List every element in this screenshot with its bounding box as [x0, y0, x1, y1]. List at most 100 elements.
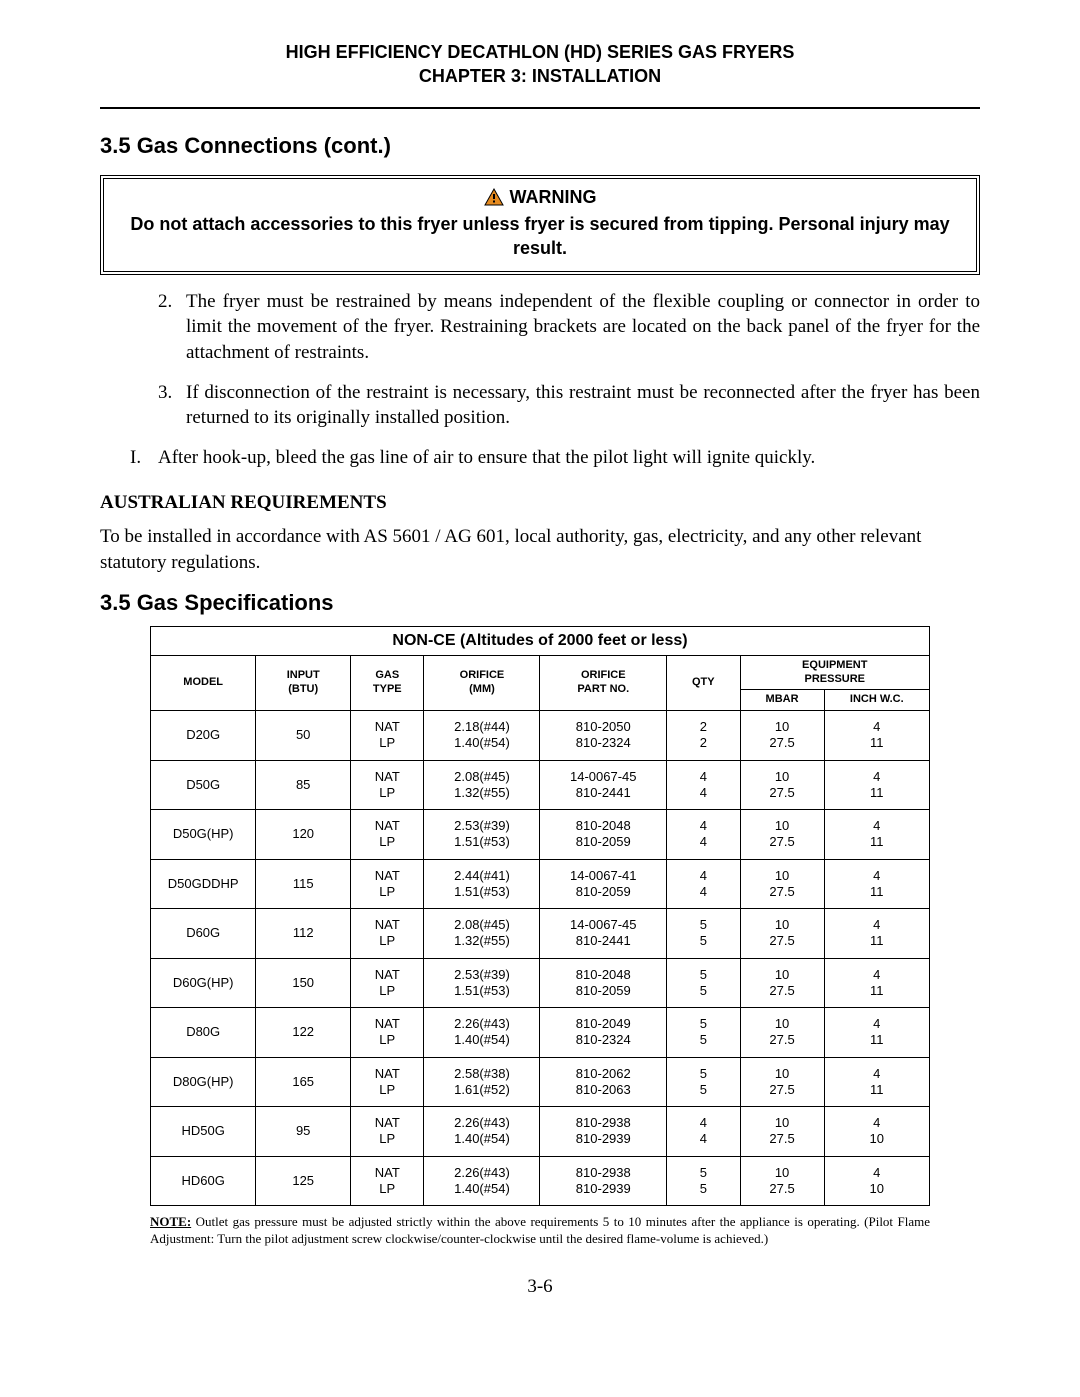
col-input: INPUT (BTU): [256, 655, 351, 710]
table-cell: NAT LP: [351, 810, 424, 860]
table-cell: 50: [256, 711, 351, 761]
warning-text: Do not attach accessories to this fryer …: [116, 212, 964, 261]
table-cell: 4 11: [824, 711, 929, 761]
table-cell: NAT LP: [351, 958, 424, 1008]
warning-icon: [484, 188, 504, 206]
col-inchwc: INCH W.C.: [824, 690, 929, 711]
table-cell: D60G: [151, 909, 256, 959]
table-row: D50G85NAT LP2.08(#45) 1.32(#55)14-0067-4…: [151, 760, 930, 810]
table-cell: 4 11: [824, 1057, 929, 1107]
table-cell: 115: [256, 859, 351, 909]
table-cell: 10 27.5: [740, 810, 824, 860]
warning-label: WARNING: [510, 185, 597, 209]
table-cell: D50G(HP): [151, 810, 256, 860]
header-rule: [100, 107, 980, 109]
table-cell: 10 27.5: [740, 859, 824, 909]
table-cell: 4 10: [824, 1156, 929, 1206]
table-cell: 810-2938 810-2939: [540, 1156, 667, 1206]
list-number: 2.: [158, 289, 186, 366]
table-cell: 10 27.5: [740, 1107, 824, 1157]
table-title: NON-CE (Altitudes of 2000 feet or less): [151, 626, 930, 655]
table-cell: 10 27.5: [740, 1156, 824, 1206]
table-cell: 5 5: [667, 1008, 740, 1058]
table-cell: 10 27.5: [740, 1057, 824, 1107]
col-mbar: MBAR: [740, 690, 824, 711]
table-cell: 4 4: [667, 1107, 740, 1157]
spec-table: NON-CE (Altitudes of 2000 feet or less) …: [150, 626, 930, 1206]
table-cell: NAT LP: [351, 1057, 424, 1107]
table-cell: D60G(HP): [151, 958, 256, 1008]
spec-table-wrap: NON-CE (Altitudes of 2000 feet or less) …: [100, 626, 980, 1248]
warning-box: WARNING Do not attach accessories to thi…: [100, 175, 980, 275]
table-cell: 810-2048 810-2059: [540, 810, 667, 860]
table-cell: 810-2048 810-2059: [540, 958, 667, 1008]
list-number: 3.: [158, 380, 186, 431]
table-cell: 10 27.5: [740, 958, 824, 1008]
table-cell: 810-2062 810-2063: [540, 1057, 667, 1107]
table-cell: 2.53(#39) 1.51(#53): [424, 810, 540, 860]
table-cell: D50G: [151, 760, 256, 810]
table-cell: 2.26(#43) 1.40(#54): [424, 1107, 540, 1157]
section-title-gas-specifications: 3.5 Gas Specifications: [100, 590, 980, 616]
col-orifice-mm: ORIFICE (MM): [424, 655, 540, 710]
header-line-1: HIGH EFFICIENCY DECATHLON (HD) SERIES GA…: [100, 40, 980, 64]
table-cell: 85: [256, 760, 351, 810]
list-item-2: 2. The fryer must be restrained by means…: [158, 289, 980, 366]
table-cell: 4 4: [667, 810, 740, 860]
table-cell: 4 11: [824, 1008, 929, 1058]
table-row: D60G(HP)150NAT LP2.53(#39) 1.51(#53)810-…: [151, 958, 930, 1008]
table-cell: 4 10: [824, 1107, 929, 1157]
australian-paragraph: To be installed in accordance with AS 56…: [100, 524, 980, 575]
table-cell: 2.08(#45) 1.32(#55): [424, 760, 540, 810]
table-cell: 125: [256, 1156, 351, 1206]
table-cell: 5 5: [667, 1057, 740, 1107]
table-cell: NAT LP: [351, 859, 424, 909]
list-item-3: 3. If disconnection of the restraint is …: [158, 380, 980, 431]
table-cell: 4 4: [667, 760, 740, 810]
body-text: 2. The fryer must be restrained by means…: [100, 289, 980, 471]
page-number: 3-6: [100, 1276, 980, 1298]
table-cell: 2.26(#43) 1.40(#54): [424, 1008, 540, 1058]
table-cell: 4 4: [667, 859, 740, 909]
table-cell: NAT LP: [351, 711, 424, 761]
table-cell: NAT LP: [351, 760, 424, 810]
table-cell: 2.58(#38) 1.61(#52): [424, 1057, 540, 1107]
table-row: D20G50NAT LP2.18(#44) 1.40(#54)810-2050 …: [151, 711, 930, 761]
table-row: D50GDDHP115NAT LP2.44(#41) 1.51(#53)14-0…: [151, 859, 930, 909]
table-cell: NAT LP: [351, 1156, 424, 1206]
document-header: HIGH EFFICIENCY DECATHLON (HD) SERIES GA…: [100, 40, 980, 89]
table-cell: 810-2049 810-2324: [540, 1008, 667, 1058]
table-cell: 2.26(#43) 1.40(#54): [424, 1156, 540, 1206]
col-gastype: GAS TYPE: [351, 655, 424, 710]
table-cell: 2.08(#45) 1.32(#55): [424, 909, 540, 959]
table-cell: NAT LP: [351, 1008, 424, 1058]
table-cell: 95: [256, 1107, 351, 1157]
table-cell: D80G(HP): [151, 1057, 256, 1107]
table-cell: D50GDDHP: [151, 859, 256, 909]
table-row: D80G(HP)165NAT LP2.58(#38) 1.61(#52)810-…: [151, 1057, 930, 1107]
table-cell: NAT LP: [351, 909, 424, 959]
table-cell: 5 5: [667, 958, 740, 1008]
table-cell: 2.53(#39) 1.51(#53): [424, 958, 540, 1008]
list-text: If disconnection of the restraint is nec…: [186, 380, 980, 431]
page: HIGH EFFICIENCY DECATHLON (HD) SERIES GA…: [0, 0, 1080, 1397]
list-text: The fryer must be restrained by means in…: [186, 289, 980, 366]
table-cell: 10 27.5: [740, 760, 824, 810]
col-model: MODEL: [151, 655, 256, 710]
note-lead: NOTE:: [150, 1214, 191, 1229]
table-cell: 14-0067-45 810-2441: [540, 909, 667, 959]
header-line-2: CHAPTER 3: INSTALLATION: [100, 64, 980, 88]
list-text: After hook-up, bleed the gas line of air…: [158, 445, 815, 471]
col-orifice-part: ORIFICE PART NO.: [540, 655, 667, 710]
table-cell: 165: [256, 1057, 351, 1107]
table-cell: 14-0067-41 810-2059: [540, 859, 667, 909]
table-cell: 4 11: [824, 760, 929, 810]
table-row: D80G122NAT LP2.26(#43) 1.40(#54)810-2049…: [151, 1008, 930, 1058]
table-cell: 2.44(#41) 1.51(#53): [424, 859, 540, 909]
table-cell: 120: [256, 810, 351, 860]
table-cell: 112: [256, 909, 351, 959]
note-text: Outlet gas pressure must be adjusted str…: [150, 1214, 930, 1246]
table-cell: D20G: [151, 711, 256, 761]
col-qty: QTY: [667, 655, 740, 710]
table-cell: 4 11: [824, 909, 929, 959]
